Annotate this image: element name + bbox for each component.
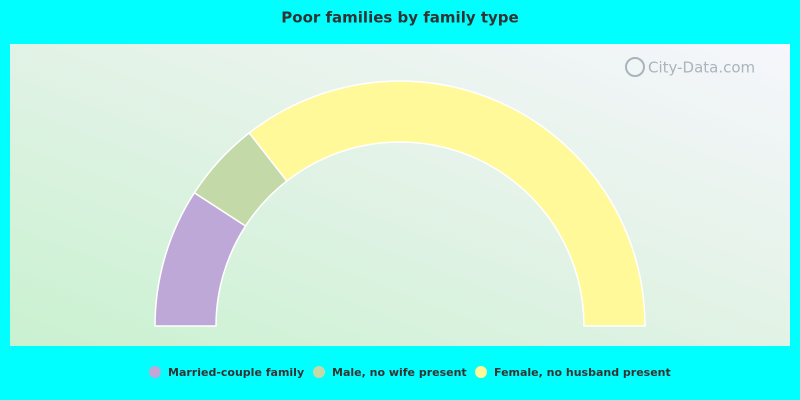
legend-label: Married-couple family bbox=[168, 366, 304, 379]
watermark: City-Data.com bbox=[648, 59, 755, 77]
legend-label: Male, no wife present bbox=[332, 366, 467, 379]
watermark-icon bbox=[625, 57, 645, 77]
donut-segment bbox=[248, 80, 646, 327]
legend-swatch bbox=[475, 366, 487, 378]
chart-title: Poor families by family type bbox=[281, 9, 518, 27]
legend-swatch bbox=[149, 366, 161, 378]
legend-swatch bbox=[313, 366, 325, 378]
legend-label: Female, no husband present bbox=[494, 366, 671, 379]
